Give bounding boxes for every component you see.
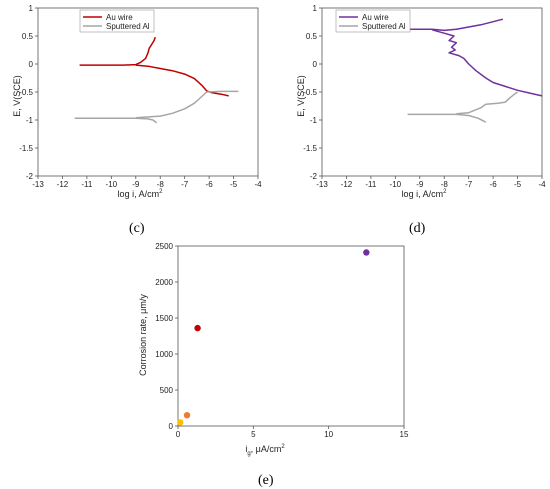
chart-e-plot-frame bbox=[177, 245, 405, 427]
chart-c-xtick-label: -13 bbox=[32, 180, 44, 189]
chart-d-ytick-label: -0.5 bbox=[303, 88, 317, 97]
chart-d-xtick-label: -4 bbox=[538, 180, 546, 189]
chart-c-xtick-label: -8 bbox=[157, 180, 165, 189]
chart-d-xlabel: log i, A/cm2 bbox=[402, 189, 448, 199]
chart-d-ytick-label: -2 bbox=[310, 172, 318, 181]
chart-c-ytick-label: -0.5 bbox=[19, 88, 33, 97]
chart-e-xtick-label: 15 bbox=[400, 430, 409, 439]
chart-c-xtick-label: -12 bbox=[57, 180, 69, 189]
chart-e: 0 5 10 15 0 500 1000 1500 2000 2500 Corrosion rat… bbox=[138, 242, 409, 488]
chart-d-legend-label: Sputtered Al bbox=[362, 22, 406, 31]
chart-d-ytick-label: 1 bbox=[313, 4, 318, 13]
chart-e-xtick-label: 5 bbox=[251, 430, 256, 439]
chart-e-ytick-label: 500 bbox=[160, 386, 174, 395]
chart-d-panel-label: (d) bbox=[409, 221, 426, 236]
chart-c-xlabel: log i, A/cm2 bbox=[118, 189, 164, 199]
chart-d-ytick-label: -1.5 bbox=[303, 144, 317, 153]
chart-e-point bbox=[363, 249, 370, 256]
chart-e-plot: 0 5 10 15 0 500 1000 1500 2000 2500 bbox=[155, 242, 409, 439]
chart-c-ytick-label: 0 bbox=[29, 60, 34, 69]
chart-c-plot: -13 -12 -11 -10 -9 -8 -7 -6 -5 -4 -2 -1.5 -1 -0.5 0 0.5… bbox=[19, 4, 262, 189]
chart-d-xtick-label: -11 bbox=[365, 180, 377, 189]
chart-c-panel-label: (c) bbox=[129, 221, 145, 236]
chart-d-ytick-label: -1 bbox=[310, 116, 318, 125]
chart-e-ylabel: Corrosion rate, μm/y bbox=[138, 294, 148, 376]
chart-c-legend-label: Au wire bbox=[106, 13, 133, 22]
chart-e-xtick-label: 0 bbox=[176, 430, 181, 439]
chart-c-series-au-wire-line bbox=[79, 36, 229, 97]
chart-c-xtick-label: -11 bbox=[81, 180, 93, 189]
chart-c-xtick-label: -9 bbox=[132, 180, 140, 189]
chart-c-legend-label: Sputtered Al bbox=[106, 22, 150, 31]
chart-d: -13 -12 -11 -10 -9 -8 -7 -6 -5 -4 -2 -1.5 -1 -0.5 0 0.5… bbox=[296, 4, 546, 236]
chart-d-plot: -13 -12 -11 -10 -9 -8 -7 -6 -5 -4 -2 -1.5 -1 -0.5 0 0.5… bbox=[303, 4, 546, 189]
chart-e-ytick-label: 2000 bbox=[155, 278, 173, 287]
chart-e-ytick-label: 1500 bbox=[155, 314, 173, 323]
chart-d-xtick-label: -9 bbox=[416, 180, 424, 189]
chart-d-plot-frame bbox=[321, 7, 543, 177]
chart-d-xtick-label: -5 bbox=[514, 180, 522, 189]
chart-e-panel-label: (e) bbox=[258, 473, 274, 488]
chart-c-xtick-label: -6 bbox=[206, 180, 214, 189]
chart-e-ytick-label: 2500 bbox=[155, 242, 173, 251]
chart-d-xtick-label: -12 bbox=[341, 180, 353, 189]
chart-d-xtick-label: -6 bbox=[490, 180, 498, 189]
chart-c-ytick-label: -1 bbox=[26, 116, 34, 125]
chart-c-xtick-label: -5 bbox=[230, 180, 238, 189]
chart-d-xtick-label: -13 bbox=[316, 180, 328, 189]
chart-d-xtick-label: -10 bbox=[390, 180, 402, 189]
chart-d-ylabel: E, V(SCE) bbox=[296, 75, 306, 117]
chart-e-point bbox=[183, 412, 191, 419]
chart-c-ytick-label: 1 bbox=[29, 4, 34, 13]
chart-c-ylabel: E, V(SCE) bbox=[12, 75, 22, 117]
chart-c-xtick-label: -4 bbox=[254, 180, 262, 189]
chart-e-ytick-label: 1000 bbox=[155, 350, 173, 359]
chart-c: -13 -12 -11 -10 -9 -8 -7 -6 -5 -4 -2 -1.5 -1 -0.5 0 0.5… bbox=[12, 4, 262, 236]
chart-c-ytick-label: 0.5 bbox=[22, 32, 34, 41]
chart-c-series-sputtered-al-line bbox=[74, 90, 239, 124]
chart-c-xtick-label: -10 bbox=[106, 180, 118, 189]
chart-d-xtick-label: -7 bbox=[465, 180, 473, 189]
chart-c-ytick-label: -1.5 bbox=[19, 144, 33, 153]
chart-e-xlabel: ig, μA/cm2 bbox=[245, 444, 285, 457]
chart-d-ytick-label: 0.5 bbox=[306, 32, 318, 41]
chart-d-series-sputtered-al-line bbox=[407, 91, 519, 123]
chart-c-xtick-label: -7 bbox=[181, 180, 189, 189]
chart-e-ytick-label: 0 bbox=[169, 422, 174, 431]
chart-c-ytick-label: -2 bbox=[26, 172, 34, 181]
chart-d-xtick-label: -8 bbox=[441, 180, 449, 189]
chart-d-legend-label: Au wire bbox=[362, 13, 389, 22]
chart-e-xtick-label: 10 bbox=[324, 430, 333, 439]
chart-e-point bbox=[194, 324, 201, 332]
chart-d-ytick-label: 0 bbox=[313, 60, 318, 69]
chart-d-series-au-wire-line bbox=[405, 18, 543, 97]
chart-e-point bbox=[177, 419, 184, 426]
